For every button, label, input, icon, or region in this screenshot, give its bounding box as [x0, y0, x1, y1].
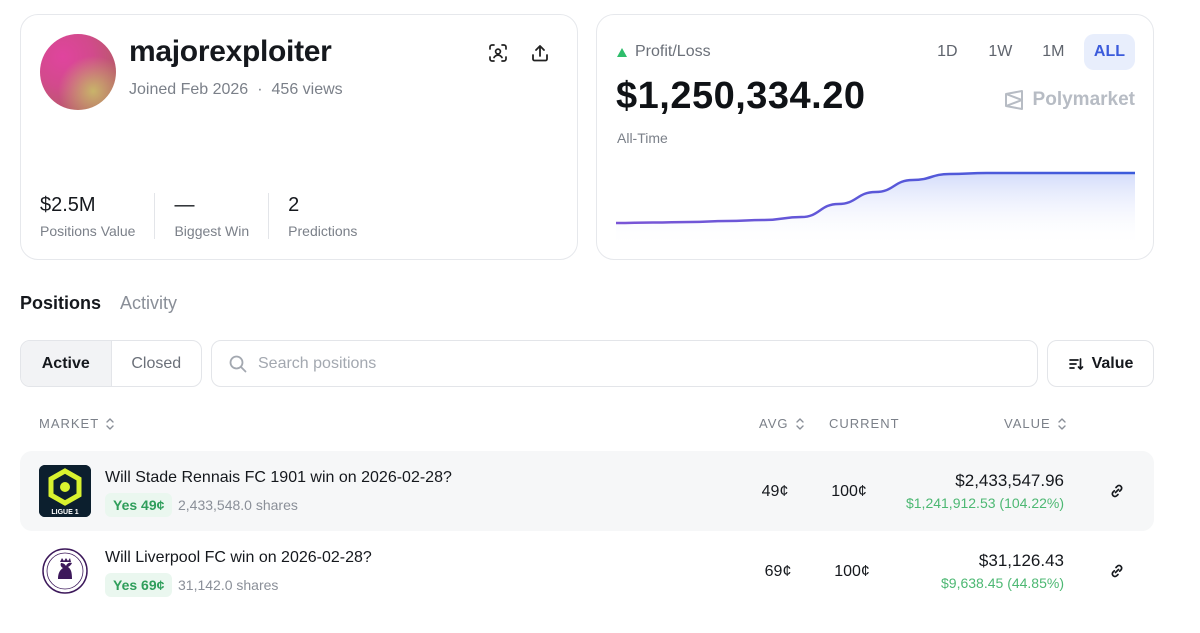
polymarket-logo-icon	[1004, 90, 1023, 110]
search-input[interactable]	[258, 354, 1018, 373]
brand-name: Polymarket	[1032, 89, 1135, 110]
position-value: $31,126.43	[978, 551, 1064, 570]
avg-price: 69¢	[764, 563, 792, 580]
pnl-period: All-Time	[617, 130, 668, 146]
share-count: 31,142.0 shares	[178, 577, 279, 593]
position-gain: $1,241,912.53 (104.22%)	[905, 495, 1064, 511]
chart-area-fill	[616, 173, 1135, 247]
stat-value: 2	[288, 194, 300, 216]
avg-price: 49¢	[761, 483, 789, 500]
sort-icon	[1068, 357, 1083, 370]
pnl-label: Profit/Loss	[617, 43, 711, 61]
position-gain: $9,638.45 (44.85%)	[941, 575, 1064, 591]
current-price: 100¢	[834, 563, 870, 580]
up-triangle-icon	[617, 47, 627, 57]
tab-positions[interactable]: Positions	[20, 293, 102, 313]
profile-meta: Joined Feb 2026 · 456 views	[129, 81, 343, 99]
stat-label: Predictions	[288, 223, 358, 239]
username: majorexploiter	[129, 35, 332, 68]
segment-closed[interactable]: Closed	[131, 354, 182, 372]
column-header-current: CURRENT	[829, 416, 900, 431]
range-tab-1d[interactable]: 1D	[937, 43, 958, 60]
view-count: 456 views	[271, 81, 343, 98]
tab-activity[interactable]: Activity	[120, 293, 178, 313]
segment-active[interactable]: Active	[21, 341, 112, 386]
stat-value: $2.5M	[40, 194, 96, 216]
chart-series-line	[616, 171, 1135, 225]
position-value: $2,433,547.96	[955, 471, 1064, 490]
header-label: AVG	[759, 416, 789, 431]
pnl-label-text: Profit/Loss	[635, 43, 711, 60]
column-header-value[interactable]: VALUE	[1004, 416, 1067, 431]
scan-face-icon	[489, 44, 507, 62]
pnl-chart	[616, 171, 1135, 247]
link-icon	[1111, 564, 1123, 578]
stat-predictions: 2 Predictions	[288, 193, 376, 239]
outcome-badge: Yes 69¢	[105, 573, 173, 597]
main-tabs: Positions Activity	[20, 293, 177, 314]
scan-face-button[interactable]	[485, 40, 511, 66]
range-tab-1m[interactable]: 1M	[1042, 43, 1065, 60]
table-row[interactable]: LIGUE 1 Will Stade Rennais FC 1901 win o…	[20, 451, 1154, 531]
column-header-market[interactable]: MARKET	[39, 416, 115, 431]
pnl-value: $1,250,334.20	[616, 75, 866, 117]
stat-value: —	[174, 194, 195, 216]
market-title[interactable]: Will Liverpool FC win on 2026-02-28?	[105, 549, 372, 566]
share-upload-icon	[532, 45, 548, 62]
stat-label: Biggest Win	[174, 223, 250, 239]
pnl-card: Profit/Loss $1,250,334.20 All-Time 1D 1W…	[596, 14, 1154, 260]
profile-stats: $2.5M Positions Value — Biggest Win 2 Pr…	[40, 193, 395, 239]
sort-updown-icon	[795, 417, 804, 430]
status-segmented-control: Active Closed	[20, 340, 202, 387]
current-price: 100¢	[831, 483, 867, 500]
meta-separator: ·	[257, 81, 263, 98]
polymarket-brand: Polymarket	[1003, 89, 1135, 111]
link-icon	[1111, 484, 1123, 498]
joined-date: Joined Feb 2026	[129, 81, 249, 98]
link-button[interactable]	[1107, 481, 1127, 501]
range-tab-all[interactable]: ALL	[1083, 34, 1135, 70]
sort-label: Value	[1091, 354, 1134, 372]
outcome-badge: Yes 49¢	[105, 493, 173, 517]
logo-text: LIGUE 1	[51, 509, 78, 516]
avatar[interactable]	[40, 34, 116, 110]
column-header-avg[interactable]: AVG	[759, 416, 805, 431]
sort-updown-icon	[106, 417, 114, 430]
share-button[interactable]	[527, 40, 553, 66]
header-label: CURRENT	[829, 416, 900, 431]
header-label: MARKET	[39, 416, 100, 431]
sort-updown-icon	[1057, 417, 1066, 430]
market-title[interactable]: Will Stade Rennais FC 1901 win on 2026-0…	[105, 469, 452, 486]
stat-label: Positions Value	[40, 223, 136, 239]
sort-button[interactable]: Value	[1047, 340, 1154, 387]
stat-positions-value: $2.5M Positions Value	[40, 193, 156, 239]
range-tabs: 1D 1W 1M ALL	[925, 34, 1135, 70]
premier-league-logo	[39, 545, 91, 597]
header-label: VALUE	[1004, 416, 1051, 431]
table-row[interactable]: Will Liverpool FC win on 2026-02-28? Yes…	[20, 531, 1154, 611]
ligue-1-logo: LIGUE 1	[39, 465, 91, 517]
search-icon	[229, 355, 247, 372]
share-count: 2,433,548.0 shares	[178, 497, 298, 513]
range-tab-1w[interactable]: 1W	[988, 43, 1013, 60]
stat-biggest-win: — Biggest Win	[174, 193, 270, 239]
link-button[interactable]	[1107, 561, 1127, 581]
profile-card: majorexploiter Joined Feb 2026 · 456 views…	[20, 14, 578, 260]
search-box	[211, 340, 1038, 387]
